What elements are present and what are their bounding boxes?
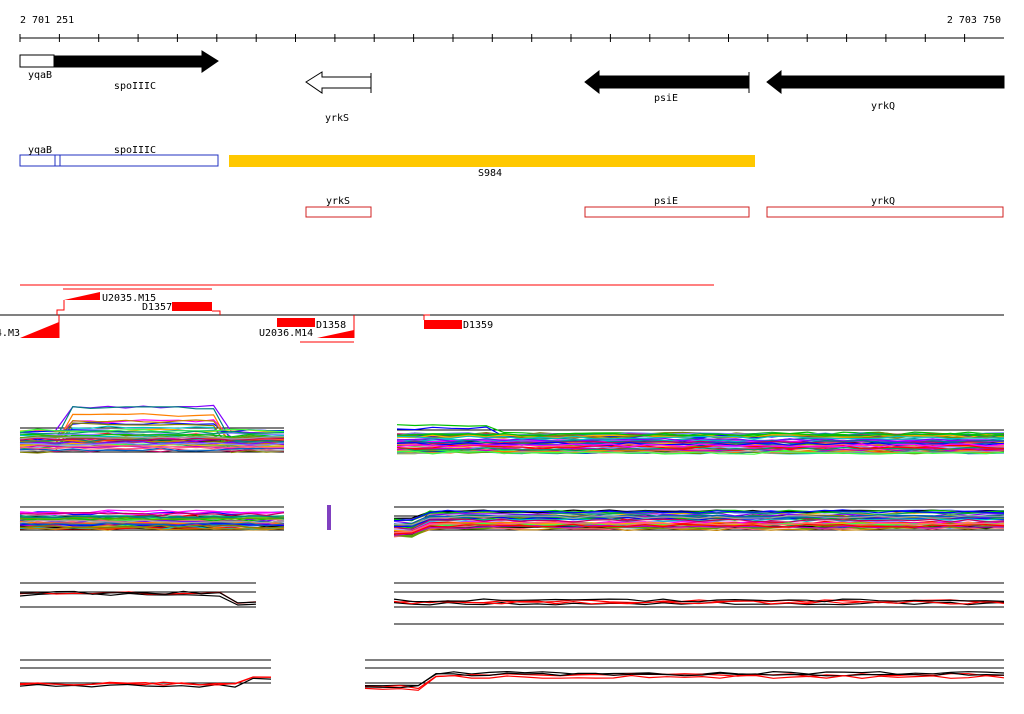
expression-line [19, 522, 285, 527]
expression-line [393, 509, 1005, 522]
blue-box-region[interactable] [19, 154, 219, 167]
expression-line [19, 592, 257, 606]
gene-label-yrkq: yrkQ [871, 101, 895, 112]
gene-yrkq-arrow[interactable] [766, 69, 1005, 95]
expression-line [396, 435, 1005, 440]
expression-line [393, 598, 1005, 603]
expression-line [19, 440, 285, 446]
feature-d1359-connector [423, 314, 430, 320]
expression-line [19, 516, 285, 521]
ruler-start-label: 2 701 251 [20, 15, 74, 26]
expression-line [393, 600, 1005, 605]
feature-label-d1359: D1359 [463, 320, 493, 331]
expression-line [364, 672, 1005, 690]
expression-line [19, 445, 285, 450]
feature-m3-triangle[interactable] [20, 322, 59, 338]
expression-line [396, 446, 1005, 452]
feature-track: U2035.M15 D1357 U2034.M3 D1358 U2036.M14… [0, 284, 1004, 343]
coordinate-ruler: 2 701 251 2 703 750 [19, 15, 1004, 42]
blue-annotation-track: yqaB spoIIIC [19, 145, 219, 167]
feature-label-d1357: D1357 [142, 302, 172, 313]
expression-line [396, 444, 1005, 450]
feature-u2035-connector [56, 300, 65, 315]
expression-line [19, 425, 285, 450]
expression-line [393, 514, 1005, 526]
expression-line [19, 428, 285, 433]
feature-u2036-triangle[interactable] [317, 330, 354, 338]
expression-line [364, 672, 1005, 689]
gene-label-yqab: yqaB [28, 70, 52, 81]
red-box-label-yrks: yrkS [326, 196, 350, 207]
red-box-yrkq[interactable] [766, 206, 1004, 218]
gene-label-spoiiic: spoIIIC [114, 81, 156, 92]
feature-d1359-box[interactable] [424, 320, 462, 329]
expression-line [19, 509, 285, 514]
ruler-end-label: 2 703 750 [947, 15, 1001, 26]
expression-line [19, 447, 285, 452]
orange-label-s984: S984 [478, 168, 502, 179]
expression-panel-2 [19, 505, 1005, 538]
expression-line [396, 450, 1005, 455]
expression-line [19, 442, 285, 446]
expression-line [19, 520, 285, 525]
gene-yrks-arrow[interactable] [305, 71, 372, 94]
feature-label-u2035: U2035.M15 [102, 293, 156, 304]
expression-line [19, 590, 257, 604]
red-box-yrks[interactable] [305, 206, 372, 218]
expression-line [393, 518, 1005, 530]
expression-line [396, 437, 1005, 443]
expression-line [19, 430, 285, 435]
feature-d1357-box[interactable] [172, 302, 212, 311]
feature-label-u2036: U2036.M14 [259, 328, 313, 339]
expression-line [396, 438, 1005, 443]
orange-bar-s984[interactable] [229, 155, 755, 167]
expression-line [19, 435, 285, 439]
feature-u2035-triangle[interactable] [64, 292, 100, 300]
gene-label-yrks: yrkS [325, 113, 349, 124]
expression-line [393, 523, 1005, 535]
expression-line [19, 676, 272, 686]
blue-label-spoiiic: spoIIIC [114, 145, 156, 156]
expression-panel-3 [19, 582, 1005, 625]
expression-line [19, 511, 285, 517]
expression-line [396, 432, 1005, 437]
expression-line [396, 443, 1005, 448]
red-box-label-yrkq: yrkQ [871, 196, 895, 207]
feature-d1357-connector [212, 310, 221, 315]
expression-line [19, 526, 285, 531]
red-box-psie[interactable] [584, 206, 750, 218]
expression-line [364, 674, 1005, 691]
expression-panel-1 [19, 404, 1005, 455]
feature-d1358-box[interactable] [277, 318, 315, 327]
feature-label-d1358: D1358 [316, 320, 346, 331]
gene-label-psie: psiE [654, 93, 678, 104]
expression-line [19, 435, 285, 440]
gene-track: yqaB spoIIIC yrkS psiE yrkQ [19, 50, 1005, 124]
panel-2-small-marker [327, 505, 331, 530]
gene-spoiiic-arrow[interactable] [53, 50, 219, 73]
expression-line [19, 519, 285, 524]
feature-label-m3: U2034.M3 [0, 328, 20, 339]
expression-line [19, 677, 272, 688]
gene-psie-arrow[interactable] [584, 69, 750, 95]
orange-annotation-track: S984 [229, 155, 755, 179]
red-box-label-psie: psiE [654, 196, 678, 207]
gene-yqab-arrow[interactable] [19, 54, 55, 68]
ruler-ticks [19, 34, 966, 42]
expression-line [19, 515, 285, 520]
blue-label-yqab: yqaB [28, 145, 52, 156]
red-box-track: yrkS psiE yrkQ [305, 196, 1004, 218]
expression-line [19, 524, 285, 529]
expression-line [393, 511, 1005, 521]
expression-panel-4 [19, 659, 1005, 691]
